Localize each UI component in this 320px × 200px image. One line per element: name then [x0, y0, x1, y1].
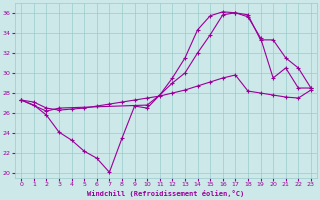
X-axis label: Windchill (Refroidissement éolien,°C): Windchill (Refroidissement éolien,°C) — [87, 190, 245, 197]
